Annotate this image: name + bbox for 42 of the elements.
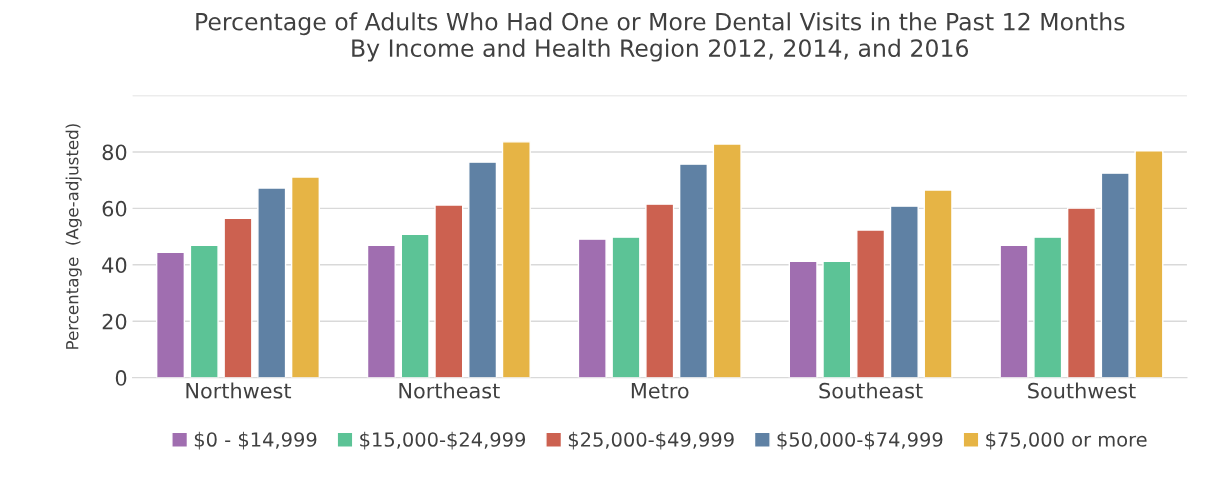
bar bbox=[290, 176, 320, 378]
y-tick-label: 40 bbox=[102, 257, 127, 274]
x-tick-label: Southwest bbox=[1028, 382, 1136, 399]
y-tick-label: 0 bbox=[115, 370, 127, 386]
y-axis-title: Percentage (Age-adjusted) bbox=[65, 124, 82, 349]
bar bbox=[999, 244, 1029, 378]
bar bbox=[366, 244, 396, 378]
bar bbox=[577, 238, 607, 378]
legend-label: $0 - $14,999 bbox=[194, 431, 317, 450]
bar bbox=[501, 141, 531, 378]
bar bbox=[1066, 207, 1097, 378]
y-tick-label: 20 bbox=[102, 313, 127, 330]
x-tick-label: Northwest bbox=[186, 382, 292, 399]
bar bbox=[189, 244, 219, 378]
legend-label: $75,000 or more bbox=[986, 431, 1147, 450]
bar bbox=[223, 217, 253, 378]
legend-label: $15,000-$24,999 bbox=[360, 431, 526, 450]
bar bbox=[856, 229, 886, 378]
chart-title: Percentage of Adults Who Had One or More Dental Visits in the Past 12 Months By Income and Health Region 2012, 2014, and 2016 bbox=[196, 12, 1125, 62]
bar bbox=[468, 161, 498, 378]
bar bbox=[1100, 172, 1130, 378]
bar bbox=[1033, 236, 1063, 378]
bar bbox=[611, 236, 641, 378]
bar bbox=[712, 143, 742, 378]
bar bbox=[822, 260, 852, 378]
x-tick-label: Northeast bbox=[399, 382, 500, 399]
y-tick-label: 60 bbox=[102, 200, 127, 217]
bar bbox=[923, 189, 953, 378]
legend-label: $50,000-$74,999 bbox=[777, 431, 943, 450]
bar bbox=[788, 260, 818, 378]
x-tick-label: Metro bbox=[631, 383, 689, 399]
legend-label: $25,000-$49,999 bbox=[568, 431, 734, 450]
bar bbox=[645, 203, 675, 378]
bar bbox=[434, 204, 464, 378]
bar bbox=[257, 187, 287, 378]
bar bbox=[155, 251, 186, 378]
x-tick-label: Southeast bbox=[819, 382, 923, 399]
bar bbox=[678, 163, 709, 378]
y-tick-label: 80 bbox=[102, 144, 127, 161]
bar bbox=[400, 233, 430, 378]
bar bbox=[889, 205, 919, 378]
bar bbox=[1134, 150, 1164, 378]
